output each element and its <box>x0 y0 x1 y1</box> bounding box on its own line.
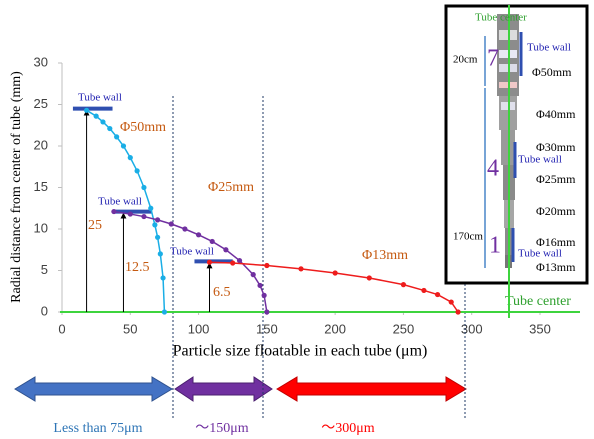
axis-title: Particle size floatable in each tube (μm… <box>173 343 428 360</box>
range-label: 〜300μm <box>321 421 375 436</box>
inset-label: Φ40mm <box>536 107 576 121</box>
axis-title: Radial distance from center of tube (mm) <box>9 71 24 303</box>
point <box>223 247 229 253</box>
inset-label: 20cm <box>453 54 478 66</box>
x-tick-label: 200 <box>324 321 346 336</box>
y-tick-label: 5 <box>41 262 48 277</box>
point <box>155 217 161 223</box>
point <box>160 275 166 281</box>
inset-label: 4 <box>487 156 499 182</box>
point <box>114 134 120 140</box>
inset-label: Φ25mm <box>536 172 576 186</box>
point <box>400 282 407 288</box>
point <box>93 113 99 119</box>
point <box>250 272 256 278</box>
annotation: 6.5 <box>213 285 231 300</box>
point <box>100 119 106 125</box>
inset-label: 7 <box>487 46 499 72</box>
x-tick-label: 250 <box>393 321 415 336</box>
annotation: Tube wall <box>170 246 214 258</box>
inset-label: Tube wall <box>518 154 562 166</box>
point <box>107 125 113 132</box>
point <box>264 262 270 269</box>
y-tick-label: 20 <box>34 137 48 152</box>
range-label: 〜150μm <box>195 421 249 436</box>
x-tick-label: 300 <box>461 321 483 336</box>
y-tick-label: 10 <box>34 220 48 235</box>
point <box>127 155 133 161</box>
point <box>141 184 147 191</box>
point <box>157 251 163 257</box>
x-tick-label: 350 <box>529 321 551 336</box>
inset-label: Φ13mm <box>536 260 576 274</box>
series-label: Φ50mm <box>120 120 166 135</box>
point <box>257 282 263 289</box>
point <box>261 292 267 298</box>
y-tick-label: 0 <box>41 303 48 318</box>
inset-label: Φ50mm <box>532 65 572 79</box>
range-label: Less than 75μm <box>53 421 142 436</box>
inset-label: 1 <box>489 233 501 259</box>
point <box>332 270 338 276</box>
inset-label: Φ30mm <box>536 140 576 154</box>
point <box>209 238 215 245</box>
point <box>168 221 174 227</box>
y-tick-label: 30 <box>34 54 48 69</box>
point <box>83 107 90 113</box>
point <box>182 226 188 232</box>
inset <box>444 4 589 318</box>
y-tick-label: 15 <box>34 179 48 194</box>
annotation: Tube wall <box>98 196 142 208</box>
x-tick-label: 100 <box>188 321 210 336</box>
point <box>264 309 270 315</box>
series-line <box>209 261 459 313</box>
point <box>230 260 236 266</box>
point <box>195 232 202 238</box>
point <box>127 211 133 217</box>
annotation: 12.5 <box>125 260 150 275</box>
point <box>434 291 441 298</box>
series-label: Φ13mm <box>362 248 408 263</box>
point <box>421 287 427 294</box>
point <box>298 266 304 272</box>
point <box>120 143 127 149</box>
point <box>111 208 117 215</box>
point <box>134 168 140 174</box>
point <box>141 213 147 220</box>
point <box>236 257 243 264</box>
point <box>455 309 461 315</box>
point <box>366 275 372 281</box>
point <box>152 222 158 228</box>
x-tick-label: 50 <box>123 321 137 336</box>
point <box>206 259 213 265</box>
series-label: Φ25mm <box>208 180 254 195</box>
annotation: 25 <box>88 218 102 233</box>
inset-label: Tube center <box>475 12 527 24</box>
y-tick-label: 25 <box>34 96 48 111</box>
x-tick-label: 0 <box>58 321 65 336</box>
inset-label: Tube wall <box>518 248 562 260</box>
inset-label: Tube wall <box>527 42 571 54</box>
point <box>148 205 154 211</box>
inset-label: Φ16mm <box>536 235 576 249</box>
x-tick-label: 150 <box>256 321 278 336</box>
range-arrows <box>14 376 467 402</box>
inset-label: 170cm <box>453 231 483 243</box>
annotation: Tube wall <box>78 92 122 104</box>
inset-label: Φ20mm <box>536 204 576 218</box>
point <box>448 299 454 305</box>
point <box>161 309 168 315</box>
annotation: Tube center <box>505 294 571 309</box>
point <box>155 234 161 240</box>
